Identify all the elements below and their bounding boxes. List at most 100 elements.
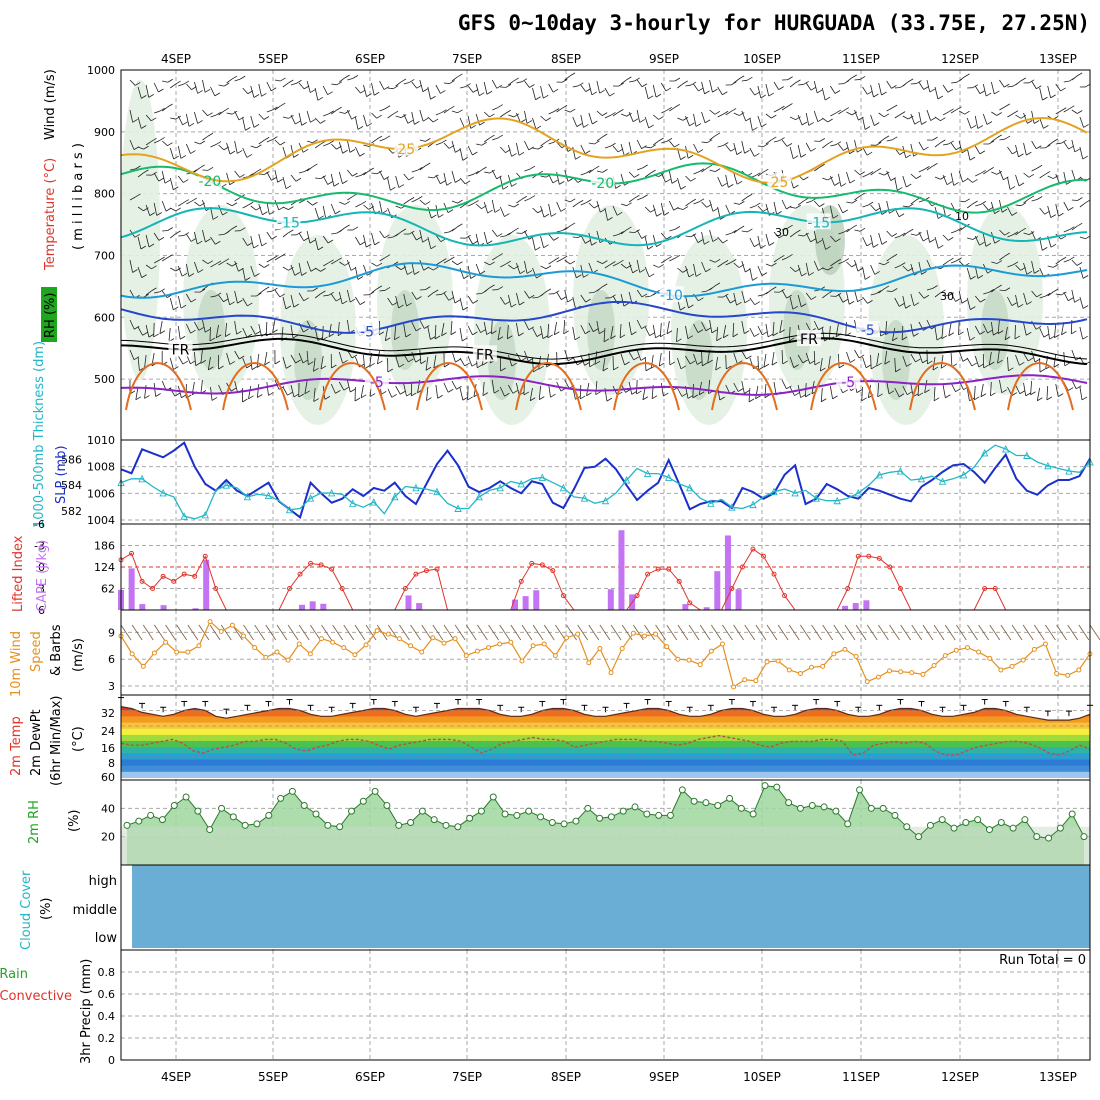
thickness-marker bbox=[348, 499, 357, 507]
rh-marker bbox=[206, 826, 214, 834]
wind-marker bbox=[686, 657, 692, 663]
wind-barb-flag bbox=[754, 153, 760, 157]
wind-barb-flag bbox=[631, 391, 637, 395]
wind-barb bbox=[258, 83, 262, 97]
wind-barb-flag bbox=[883, 135, 890, 140]
wind-barb-flag bbox=[795, 229, 801, 234]
wind-barb-flag bbox=[134, 233, 140, 238]
wind-barb bbox=[169, 177, 174, 190]
wind-barb-flag bbox=[779, 137, 785, 141]
wind-barb-flag bbox=[149, 212, 155, 216]
wind-barb-flag bbox=[214, 92, 221, 97]
wind-barb-flag bbox=[722, 239, 728, 244]
wind-barb-flag bbox=[181, 394, 187, 399]
wind-barb-flag bbox=[658, 137, 664, 142]
wind-barb-flag bbox=[1004, 252, 1010, 257]
wind-barb-flag bbox=[223, 298, 229, 303]
wind-barb bbox=[846, 111, 853, 116]
wind-barb-flag bbox=[835, 238, 841, 243]
wind-barb-flag bbox=[656, 212, 662, 217]
wind-barb-10m bbox=[1000, 624, 1012, 641]
wind-barb-flag bbox=[698, 198, 705, 203]
wind-barb bbox=[830, 85, 836, 94]
wind-barb bbox=[145, 114, 152, 122]
thickness-marker bbox=[812, 494, 820, 502]
wind-barb-flag bbox=[237, 150, 243, 154]
wind-barb bbox=[395, 265, 402, 270]
isotherm-30 bbox=[810, 362, 877, 411]
ylabel-barbs: & Barbs bbox=[49, 624, 64, 676]
wind-barb-flag bbox=[1074, 148, 1080, 153]
wind-barb bbox=[1039, 295, 1046, 299]
wind-barb bbox=[797, 264, 802, 277]
date-label-bottom: 9SEP bbox=[649, 1070, 679, 1084]
wind-barb-flag bbox=[851, 111, 858, 116]
wind-marker bbox=[463, 653, 469, 659]
wind-barb-flag bbox=[864, 276, 871, 280]
wind-barb bbox=[427, 292, 434, 298]
wind-barb-flag bbox=[1081, 396, 1088, 401]
wind-barb-flag bbox=[497, 286, 504, 290]
wind-barb bbox=[435, 234, 442, 242]
wind-barb-flag bbox=[183, 80, 190, 85]
wind-barb bbox=[773, 231, 780, 239]
wind-marker bbox=[764, 659, 770, 665]
wind-barb-flag bbox=[569, 260, 576, 265]
wind-barb bbox=[194, 141, 201, 145]
wind-barb-flag bbox=[274, 360, 281, 365]
wind-barb-flag bbox=[900, 262, 906, 266]
wind-barb bbox=[411, 169, 418, 173]
li-marker bbox=[539, 562, 545, 568]
wind-barb bbox=[708, 379, 710, 394]
wind-barb bbox=[153, 202, 158, 216]
wind-barb-flag bbox=[239, 75, 246, 80]
wind-barb-flag bbox=[698, 168, 705, 173]
wind-barb bbox=[629, 231, 635, 234]
wind-barb-flag bbox=[771, 136, 777, 141]
wind-barb-flag bbox=[134, 82, 141, 86]
isotherm-label-bg bbox=[472, 345, 497, 362]
wind-barb-flag bbox=[489, 284, 495, 289]
wind-barb-flag bbox=[158, 237, 165, 241]
wind-barb-flag bbox=[320, 175, 326, 179]
li-marker bbox=[287, 586, 293, 591]
wind-barb bbox=[677, 357, 682, 369]
wind-barb-flag bbox=[432, 289, 439, 294]
isotherm-30 bbox=[125, 362, 192, 411]
wind-barb-flag bbox=[328, 140, 334, 145]
li-marker bbox=[560, 593, 566, 599]
wind-barb-flag bbox=[430, 95, 436, 100]
wind-marker bbox=[931, 662, 937, 668]
wind-barb bbox=[941, 324, 944, 339]
wind-barb-flag bbox=[881, 241, 888, 245]
wind-barb-flag bbox=[280, 102, 286, 107]
wind-barb-flag bbox=[632, 269, 638, 274]
wind-barb-flag bbox=[787, 224, 793, 229]
rh-line bbox=[126, 785, 1085, 839]
isotherm-label-bg bbox=[355, 322, 380, 339]
wind-barb bbox=[988, 351, 992, 366]
wind-barb-flag bbox=[760, 244, 766, 249]
wind-barb-flag bbox=[360, 394, 367, 399]
wind-barb bbox=[540, 235, 545, 248]
wind-barb-flag bbox=[1050, 94, 1056, 99]
wind-barb bbox=[298, 171, 305, 174]
wind-barb-flag bbox=[687, 335, 694, 340]
wind-barb-flag bbox=[424, 201, 431, 205]
wind-barb bbox=[242, 237, 248, 246]
wind-barb bbox=[733, 78, 740, 84]
wind-barb bbox=[548, 83, 554, 93]
wind-barb-flag bbox=[592, 120, 598, 125]
ylabel-slp: SLP (mb) bbox=[54, 445, 69, 504]
wind-barb-flag bbox=[537, 145, 544, 150]
wind-barb bbox=[250, 145, 257, 149]
wind-barb bbox=[733, 202, 740, 205]
wind-barb bbox=[363, 354, 365, 369]
rh-marker bbox=[926, 821, 934, 829]
wind-barb-flag bbox=[288, 229, 294, 234]
wind-barb bbox=[991, 171, 998, 175]
wind-barb-flag bbox=[344, 201, 351, 205]
wind-barb-flag bbox=[151, 287, 157, 292]
wind-barb bbox=[940, 354, 944, 369]
wind-barb bbox=[829, 385, 833, 399]
